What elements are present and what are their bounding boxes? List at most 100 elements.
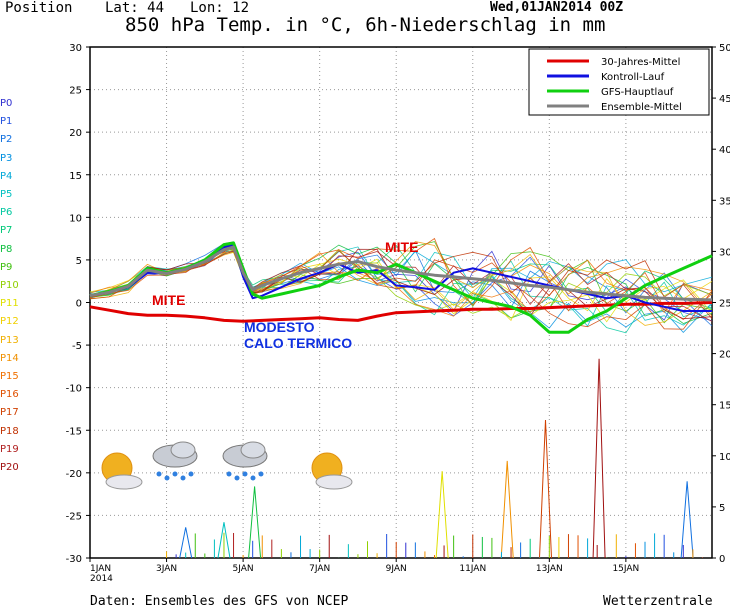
raindrop-shape <box>164 475 170 481</box>
series-line-ensemble-mittel <box>89 245 713 302</box>
y-left-tick-label: 5 <box>76 256 82 267</box>
precip-spike <box>680 481 694 559</box>
precip-series <box>166 358 703 559</box>
y-left-tick-label: -30 <box>66 554 82 565</box>
temperature-series <box>89 237 713 334</box>
y-left-tick-label: 10 <box>69 213 82 224</box>
raindrop-shape <box>172 471 178 477</box>
member-label: P13 <box>0 334 19 346</box>
position-label: Position <box>5 0 73 16</box>
x-tick-label: 11JAN <box>459 564 486 574</box>
x-tick-label: 9JAN <box>386 564 407 574</box>
raindrop-shape <box>226 471 232 477</box>
y-left-tick-label: -15 <box>66 426 82 437</box>
member-label: P19 <box>0 443 19 455</box>
raindrop-shape <box>188 471 194 477</box>
y-left-tick-label: 30 <box>69 43 82 54</box>
member-label-list: P0 P1 P2 P3 P4 P5 P6 P7 P8 P9 P10 P11 P12 P13 P14 P15 P1… <box>0 95 19 477</box>
y-right-tick-label: 15 <box>719 401 730 412</box>
y-right-tick-label: 25 <box>719 299 730 310</box>
member-label: P1 <box>0 116 13 128</box>
precip-spike <box>538 420 552 559</box>
legend-label: Kontroll-Lauf <box>601 72 665 83</box>
y-right-tick-label: 20 <box>719 350 730 361</box>
raindrop-shape <box>258 471 264 477</box>
y-left-tick-label: 15 <box>69 171 82 182</box>
x-tick-label: 7JAN <box>309 564 330 574</box>
raindrop-shape <box>234 475 240 481</box>
cloud-shape <box>240 441 266 459</box>
precip-spike <box>217 522 231 559</box>
precip-spike <box>435 471 449 559</box>
rain-cloud-icon <box>222 441 268 481</box>
member-label: P15 <box>0 371 19 383</box>
y-left-tick-label: 25 <box>69 86 82 97</box>
sun-cloud-icon <box>311 452 353 490</box>
legend-label: Ensemble-Mittel <box>601 102 682 113</box>
member-label: P7 <box>0 225 13 237</box>
member-label: P2 <box>0 134 13 146</box>
weather-icons <box>101 441 353 490</box>
annotation-mite-left: MITE <box>152 292 185 308</box>
member-label: P14 <box>0 352 19 364</box>
y-right-tick-label: 50 <box>719 43 730 54</box>
member-label: P11 <box>0 298 19 310</box>
precip-spike <box>500 460 514 559</box>
precip-spike <box>179 527 193 559</box>
precip-spike <box>592 358 606 559</box>
annotation-mite-right: MITE <box>385 239 418 255</box>
y-left-tick-label: -5 <box>72 341 82 352</box>
chart-title: 850 hPa Temp. in °C, 6h-Niederschlag in … <box>125 14 606 36</box>
y-right-tick-label: 5 <box>719 503 725 514</box>
legend-label: GFS-Hauptlauf <box>601 87 674 98</box>
lon-label: Lon: 12 <box>190 0 250 16</box>
y-left-tick-label: 20 <box>69 128 82 139</box>
x-tick-label: 5JAN <box>233 564 254 574</box>
raindrop-shape <box>242 471 248 477</box>
annotation-modesto: MODESTO <box>244 319 315 335</box>
member-label: P17 <box>0 407 19 419</box>
tick-labels: -30 -25 -20 -15 -10 -5 0 5 10 15 20 25 30 0 5 10 15 20 25 3… <box>66 43 730 584</box>
raindrop-shape <box>250 475 256 481</box>
annotation-calo-termico: CALO TERMICO <box>244 335 352 351</box>
x-tick-label: 3JAN <box>156 564 177 574</box>
member-label: P5 <box>0 189 13 201</box>
member-label: P12 <box>0 316 19 328</box>
legend-label: 30-Jahres-Mittel <box>601 57 680 68</box>
y-right-tick-label: 45 <box>719 94 730 105</box>
legend: 30-Jahres-Mittel Kontroll-Lauf GFS-Hauptla… <box>528 48 710 116</box>
run-date: Wed,01JAN2014 00Z <box>490 0 624 15</box>
y-right-tick-label: 40 <box>719 145 730 156</box>
x-tick-label-year: 2014 <box>90 574 113 584</box>
x-tick-label: 13JAN <box>536 564 563 574</box>
cloud-shape <box>315 474 353 490</box>
raindrop-shape <box>156 471 162 477</box>
member-label: P4 <box>0 170 13 182</box>
member-label: P0 <box>0 98 13 109</box>
member-label: P9 <box>0 261 13 273</box>
cloud-shape <box>105 474 143 490</box>
member-line <box>89 241 713 327</box>
raindrop-shape <box>180 475 186 481</box>
member-label: P10 <box>0 280 19 292</box>
y-right-tick-label: 0 <box>719 554 725 565</box>
cloud-shape <box>170 441 196 459</box>
y-left-tick-label: -20 <box>66 469 82 480</box>
data-source: Daten: Ensembles des GFS von NCEP <box>90 594 349 609</box>
member-label: P18 <box>0 425 19 437</box>
y-left-tick-label: -25 <box>66 511 82 522</box>
member-label: P16 <box>0 389 19 401</box>
member-label: P20 <box>0 462 19 474</box>
member-label: P8 <box>0 243 13 255</box>
sun-cloud-icon <box>101 452 143 490</box>
x-tick-label: 1JAN <box>90 564 111 574</box>
lat-label: Lat: 44 <box>105 0 165 16</box>
brand-label: Wetterzentrale <box>603 594 713 609</box>
y-left-tick-label: 0 <box>76 299 82 310</box>
y-right-tick-label: 35 <box>719 196 730 207</box>
y-right-tick-label: 10 <box>719 452 730 463</box>
x-tick-label: 15JAN <box>612 564 639 574</box>
member-line <box>89 250 713 322</box>
member-label: P3 <box>0 152 13 164</box>
